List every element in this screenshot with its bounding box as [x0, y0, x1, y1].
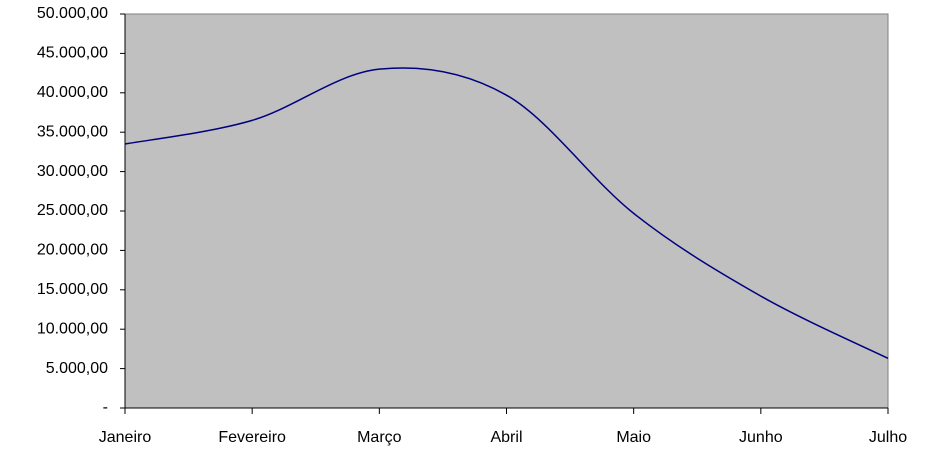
x-tick-label: Junho [739, 429, 783, 446]
x-tick-label: Março [357, 429, 402, 446]
y-tick-label: 5.000,00 [46, 360, 108, 377]
x-tick-label: Fevereiro [218, 429, 286, 446]
y-tick-label: 25.000,00 [37, 202, 108, 219]
y-tick-label: 30.000,00 [37, 163, 108, 180]
y-tick-label: - [103, 399, 108, 416]
x-tick-label: Julho [869, 429, 907, 446]
y-tick-label: 40.000,00 [37, 84, 108, 101]
plot-area [124, 13, 889, 409]
y-tick-label: 45.000,00 [37, 45, 108, 62]
line [124, 67, 889, 360]
x-tick-label: Abril [490, 429, 522, 446]
x-tick-label: Maio [616, 429, 651, 446]
y-tick-label: 15.000,00 [37, 281, 108, 298]
y-tick-label: 20.000,00 [37, 242, 108, 259]
x-tick-label: Janeiro [99, 429, 152, 446]
y-tick-label: 10.000,00 [37, 320, 108, 337]
y-tick-label: 35.000,00 [37, 123, 108, 140]
y-tick-label: 50.000,00 [37, 5, 108, 22]
